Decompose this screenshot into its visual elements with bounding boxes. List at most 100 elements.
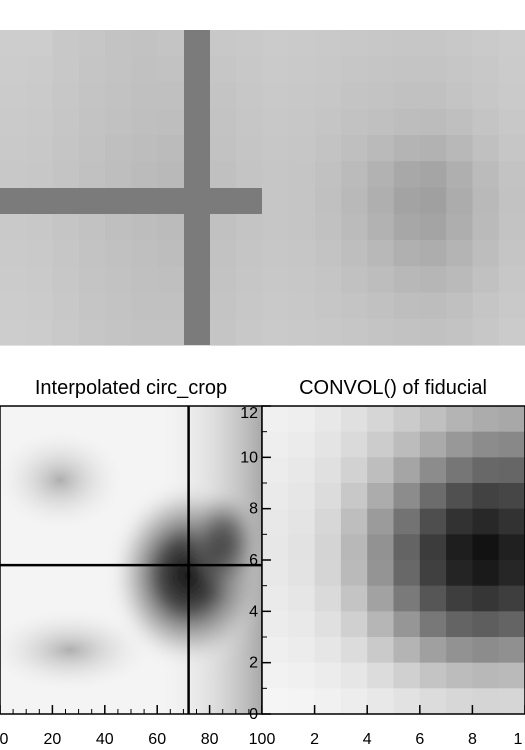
top-pixel	[498, 266, 525, 294]
top-pixel	[210, 108, 237, 136]
convol-pixel	[367, 688, 395, 715]
top-pixel	[262, 318, 290, 346]
top-pixel	[78, 213, 106, 241]
convol-pixel	[367, 662, 395, 689]
convol-pixel	[262, 406, 289, 433]
top-crosshair-horizontal	[0, 188, 262, 214]
top-pixel	[446, 82, 474, 110]
top-pixel	[52, 56, 80, 84]
top-pixel	[105, 135, 132, 162]
convol-pixel	[288, 508, 316, 535]
bottom-left-soft-blob-lower	[0, 605, 160, 695]
top-pixel	[105, 56, 132, 84]
convol-pixel	[367, 508, 395, 535]
convol-pixel	[367, 637, 395, 664]
convol-pixel	[340, 662, 368, 689]
top-pixel	[420, 266, 447, 294]
convol-pixel	[288, 534, 316, 561]
top-pixel	[341, 30, 369, 57]
convol-pixel	[498, 457, 525, 484]
top-pixel	[26, 161, 54, 189]
top-pixel	[498, 135, 525, 162]
top-pixel	[446, 135, 474, 162]
convol-pixel	[288, 611, 316, 638]
top-pixel	[341, 82, 369, 110]
convol-pixel	[472, 585, 500, 612]
top-pixel	[262, 161, 290, 189]
convol-pixel	[419, 508, 447, 535]
convol-pixel	[393, 560, 421, 587]
top-pixel	[498, 187, 525, 215]
top-pixel	[78, 135, 106, 162]
top-pixel	[236, 240, 264, 267]
top-pixel	[131, 108, 159, 136]
top-pixel	[341, 292, 369, 320]
convol-pixel	[262, 534, 289, 561]
convol-pixel	[472, 560, 500, 587]
top-pixel	[341, 135, 369, 162]
top-pixel	[236, 213, 264, 241]
convol-pixel	[419, 637, 447, 664]
top-pixel	[52, 292, 80, 320]
top-pixel	[0, 30, 27, 57]
convol-pixel	[446, 662, 473, 689]
top-pixel	[157, 292, 185, 320]
convol-pixel	[340, 457, 368, 484]
top-pixel	[0, 292, 27, 320]
convol-pixel	[367, 406, 395, 433]
top-pixel	[210, 56, 237, 84]
top-pixel	[288, 187, 316, 215]
top-pixel	[393, 161, 421, 189]
convol-pixel	[393, 431, 421, 458]
top-pixel	[472, 187, 500, 215]
convol-pixel	[498, 662, 525, 689]
top-pixel	[157, 56, 185, 84]
top-pixel	[367, 161, 395, 189]
convol-pixel	[340, 637, 368, 664]
br-x-tick-label: 8	[468, 731, 477, 748]
bottom-right-pixel-grid	[262, 406, 525, 715]
convol-pixel	[262, 585, 289, 612]
bottom-left-soft-blob-upper	[0, 425, 130, 535]
br-y-tick-label: 2	[249, 655, 258, 672]
convol-pixel	[314, 637, 342, 664]
convol-pixel	[314, 457, 342, 484]
convol-pixel	[472, 534, 500, 561]
top-pixel	[288, 240, 316, 267]
top-pixel	[367, 187, 395, 215]
top-pixel	[446, 108, 474, 136]
convol-pixel	[446, 611, 473, 638]
top-pixel	[210, 266, 237, 294]
top-pixel	[315, 318, 342, 346]
convol-pixel	[340, 483, 368, 510]
top-pixel	[288, 135, 316, 162]
top-pixel	[52, 108, 80, 136]
top-pixel	[367, 266, 395, 294]
top-pixel	[105, 213, 132, 241]
top-pixel	[26, 318, 54, 346]
convol-pixel	[367, 483, 395, 510]
br-y-tick-label: 6	[249, 552, 258, 569]
top-pixel	[78, 30, 106, 57]
top-pixel	[105, 161, 132, 189]
top-pixel	[367, 240, 395, 267]
top-pixel	[157, 318, 185, 346]
convol-pixel	[288, 483, 316, 510]
convol-pixel	[498, 585, 525, 612]
bottom-left-dark-blob-lobe	[185, 485, 262, 595]
convol-pixel	[393, 688, 421, 715]
top-pixel	[341, 266, 369, 294]
convol-pixel	[314, 585, 342, 612]
convol-pixel	[472, 611, 500, 638]
top-pixel	[472, 56, 500, 84]
top-pixel	[498, 30, 525, 57]
bl-x-tick-label: 80	[201, 731, 219, 748]
convol-pixel	[262, 457, 289, 484]
top-pixel	[498, 82, 525, 110]
convol-pixel	[472, 483, 500, 510]
top-pixel	[26, 108, 54, 136]
convol-pixel	[340, 688, 368, 715]
top-pixel	[26, 135, 54, 162]
top-pixel	[105, 266, 132, 294]
